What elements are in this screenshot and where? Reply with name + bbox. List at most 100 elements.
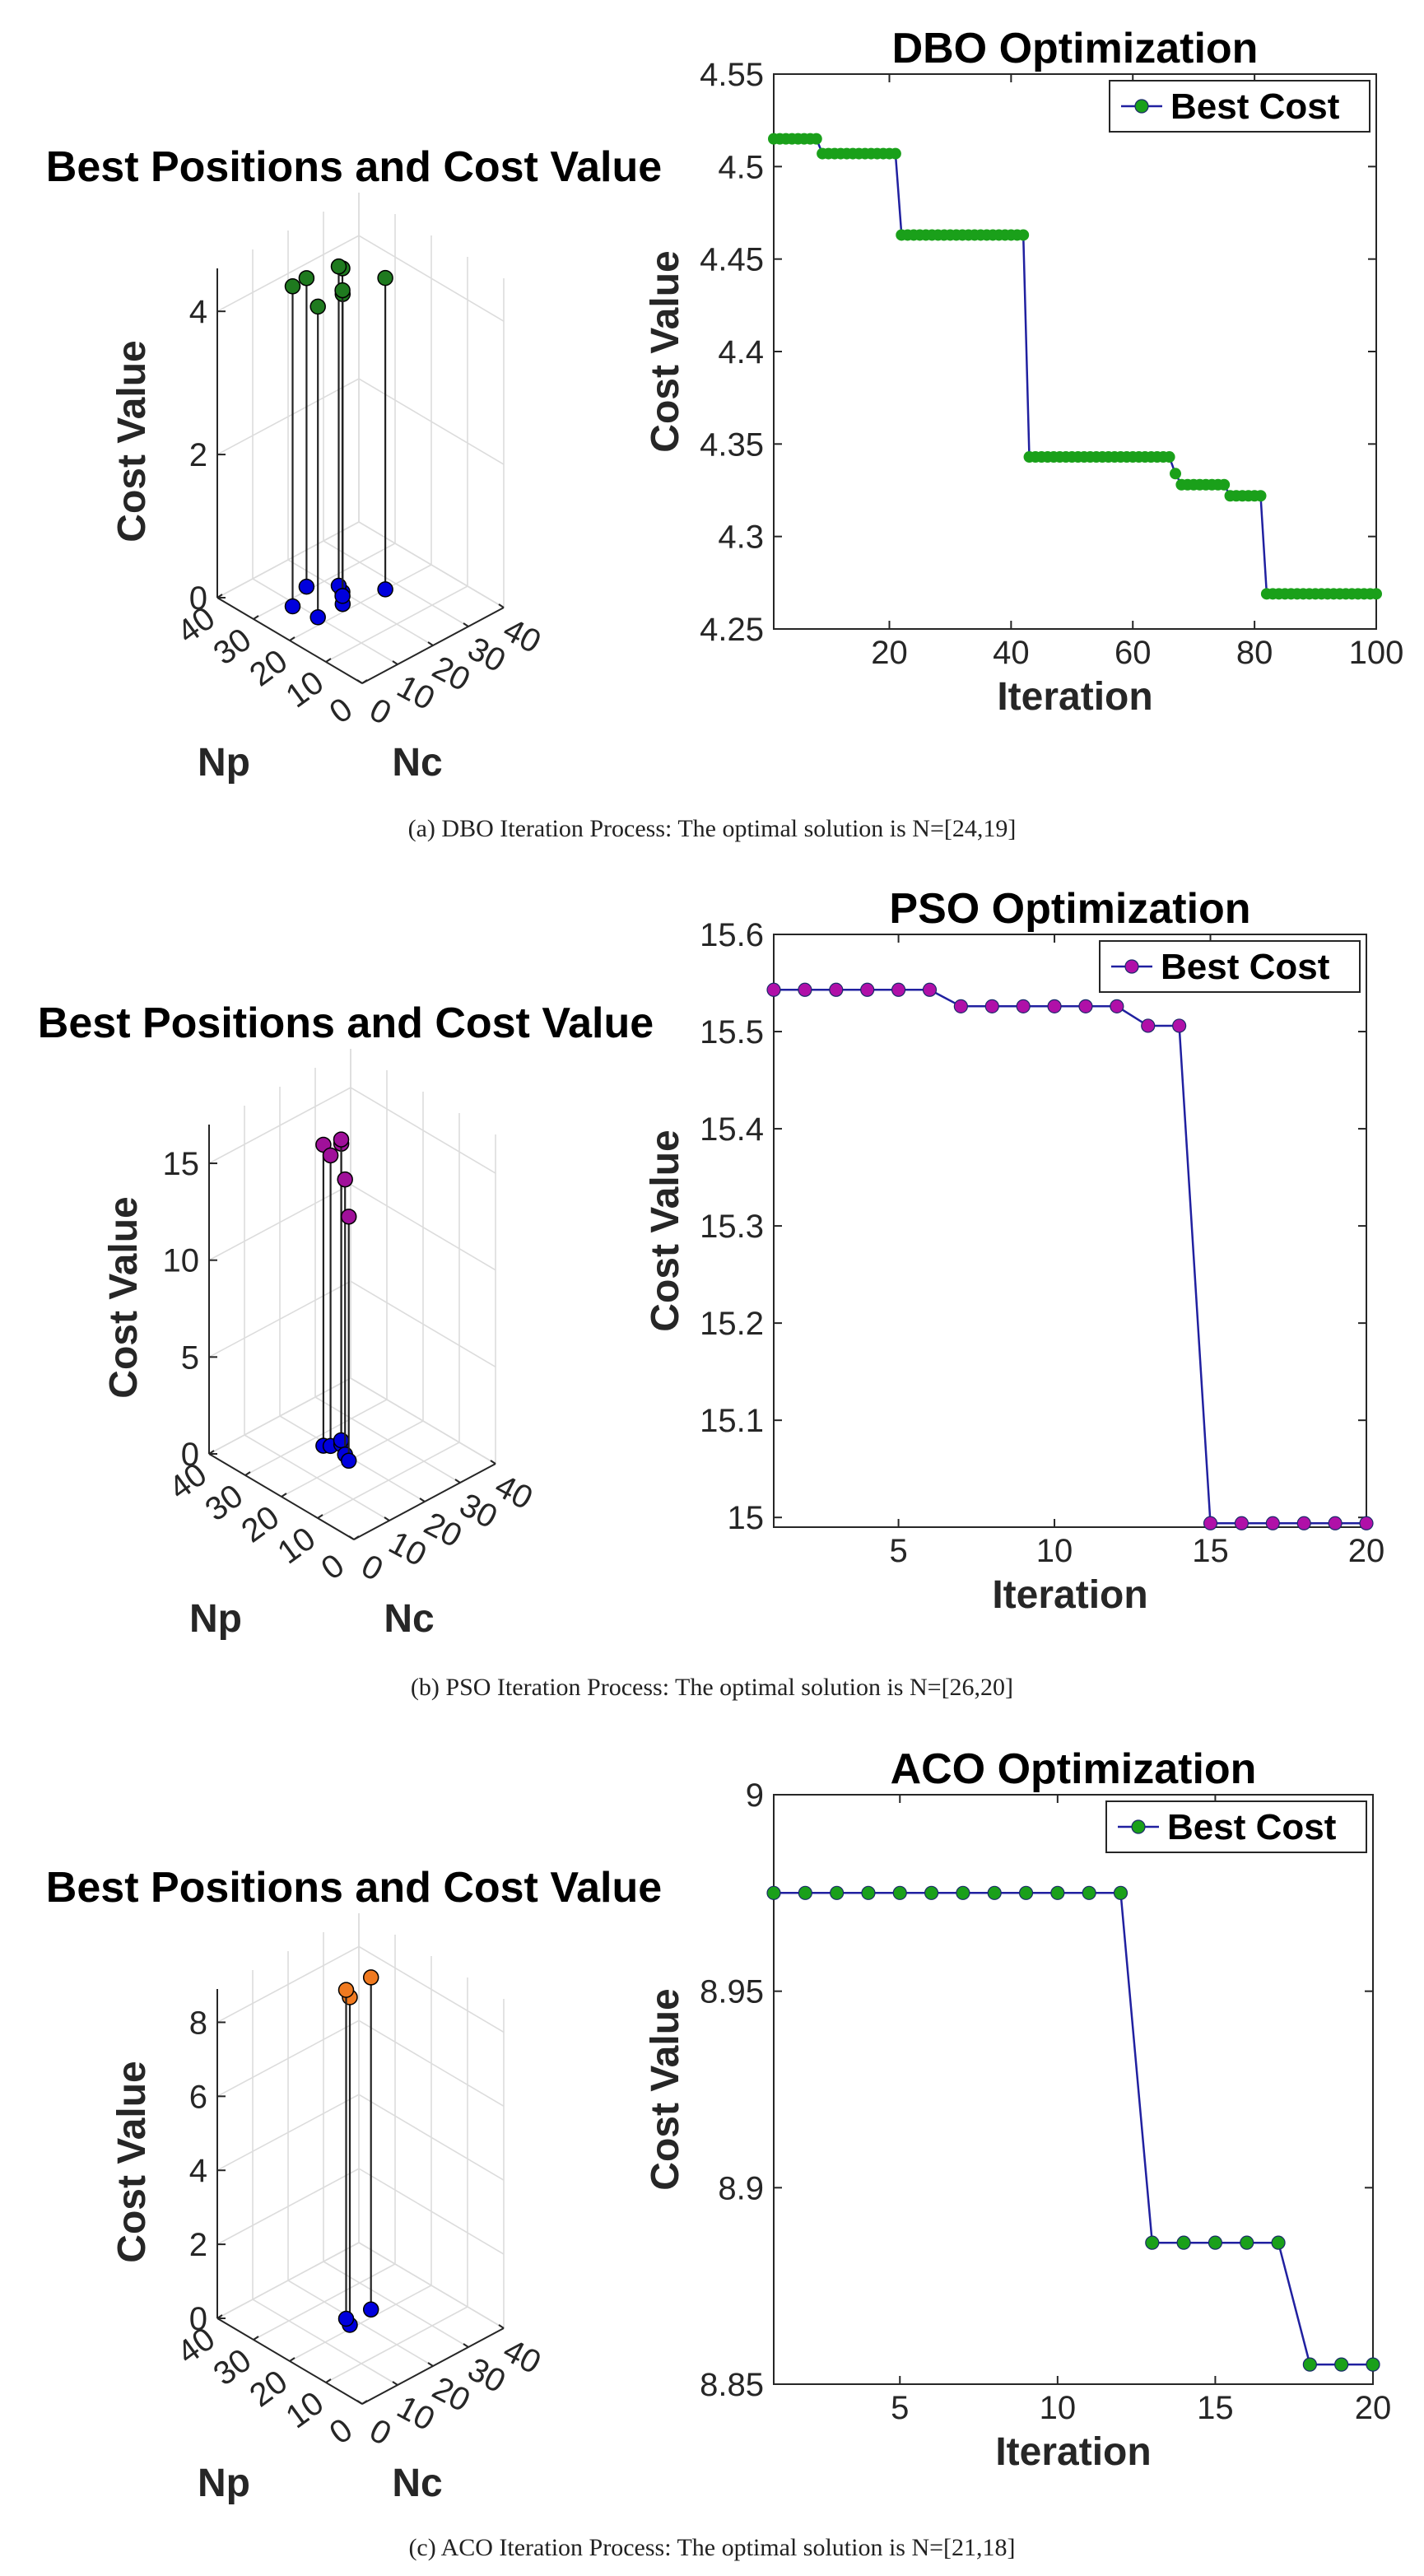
dbo-3d-nc-tick <box>392 660 398 665</box>
dbo-line-data-point <box>1218 478 1231 491</box>
pso-3d-floor-grid <box>244 1399 388 1476</box>
aco-line-data-point <box>766 1885 781 1900</box>
dbo-3d-cost-point <box>377 269 393 286</box>
aco-3d-np-tick <box>361 2400 368 2405</box>
pso-3d-floor-grid <box>314 1396 461 1484</box>
aco-line-data-point <box>1050 1885 1065 1900</box>
pso-line-data-point <box>1234 1516 1249 1530</box>
aco-3d-nc-tick <box>463 2343 469 2348</box>
pso-3d-wall-grid <box>208 1087 496 1174</box>
pso-3d-cost-point <box>340 1209 357 1225</box>
pso-line-title: PSO Optimization <box>889 885 1250 933</box>
dbo-3d-wall-grid <box>216 378 505 465</box>
pso-3d-z-label: Cost Value <box>102 1196 146 1398</box>
pso-3d-wall-grid <box>208 1280 496 1368</box>
pso-3d-nc-label: Nc <box>384 1597 434 1641</box>
aco-3d-np-tick <box>289 2357 296 2362</box>
pso-3d-np-tick <box>281 1493 287 1498</box>
dbo-3d-base-point <box>309 609 326 626</box>
aco-3d-nc-label: Nc <box>392 2462 442 2505</box>
dbo-line-ytick-label: 4.3 <box>718 519 764 556</box>
dbo-line-ytick-label: 4.35 <box>700 426 764 463</box>
aco-line-legend: Best Cost <box>1105 1800 1367 1853</box>
aco-line-xtick-label: 10 <box>1040 2390 1077 2426</box>
aco-line-xtick-label: 5 <box>891 2390 909 2426</box>
aco-3d-np-tick <box>253 2336 259 2341</box>
aco-line: ACO Optimization 5 10 15 20 8.85 8.9 8.95 9 Itera… <box>644 1745 1391 2474</box>
aco-line-data-point <box>924 1885 939 1900</box>
aco-line-legend-label: Best Cost <box>1167 1807 1337 1847</box>
aco-3d-title: Best Positions and Cost Value <box>46 1864 662 1912</box>
pso-line-data-point <box>798 982 812 997</box>
pso-3d-wall-grid <box>208 1183 496 1271</box>
pso-line-ytick-label: 15.6 <box>700 917 764 953</box>
pso-line-data-point <box>1141 1018 1156 1033</box>
pso-3d-base-point <box>340 1452 357 1470</box>
pso-3d-nc-tick <box>419 1498 426 1502</box>
dbo-line-data-point <box>1254 490 1267 502</box>
dbo-3d-np-tick-label: 0 <box>323 691 359 731</box>
aco-line-data-point <box>1018 1885 1034 1900</box>
pso-line-axes-box <box>773 934 1367 1528</box>
dbo-3d-floor-grid <box>253 543 396 620</box>
aco-line-data-point <box>1208 2235 1223 2250</box>
aco-3d-wall-grid <box>216 1945 505 2033</box>
dbo-3d-nc-tick <box>356 679 363 684</box>
dbo-line-ytick-label: 4.25 <box>700 612 764 648</box>
aco-line-data-point <box>1271 2235 1286 2250</box>
pso-line-legend-marker <box>1124 959 1139 974</box>
dbo-line-legend: Best Cost <box>1109 80 1370 133</box>
pso-line-ylabel: Cost Value <box>644 1130 687 1331</box>
pso-3d-wall-grid <box>208 1377 496 1465</box>
dbo-3d-nc-tick <box>498 603 505 608</box>
pso-3d-z-tick-label: 10 <box>163 1243 200 1279</box>
aco-line-data-point <box>892 1885 907 1900</box>
aco-3d-wall-grid <box>216 2019 505 2108</box>
aco-line-data-point <box>830 1885 845 1900</box>
pso-3d-np-tick-label: 0 <box>314 1547 351 1587</box>
pso-3d-nc-tick <box>490 1460 496 1465</box>
pso-3d-np-label: Np <box>189 1597 242 1641</box>
dbo-line-xlabel: Iteration <box>997 675 1152 719</box>
dbo-3d-z-label: Cost Value <box>110 340 154 542</box>
aco-3d-np-tick <box>325 2378 332 2383</box>
dbo-3d-np-tick <box>361 679 368 684</box>
pso-line-data-point <box>1172 1018 1187 1033</box>
dbo-3d-np-tick <box>289 636 296 641</box>
pso-3d-cost-point <box>337 1171 353 1188</box>
pso-line-data-point <box>1110 999 1124 1013</box>
pso-line-xtick-label: 20 <box>1348 1533 1385 1569</box>
dbo-3d-base-point <box>377 581 393 598</box>
aco-line-data-point <box>1334 2357 1349 2372</box>
dbo-3d-cost-point <box>334 282 351 299</box>
pso-line-ytick-label: 15.2 <box>700 1306 764 1342</box>
dbo-line-title: DBO Optimization <box>892 25 1259 72</box>
pso-line-data-point <box>953 999 968 1013</box>
pso-3d-z-tick-label: 0 <box>181 1437 199 1473</box>
dbo-3d-cost-point <box>298 270 315 286</box>
aco-line-data-point <box>1113 1885 1128 1900</box>
pso-line-legend-label: Best Cost <box>1161 947 1330 987</box>
dbo-line-ytick-label: 4.4 <box>718 334 764 370</box>
pso-3d-cost-point <box>322 1147 339 1164</box>
dbo-line-legend-marker <box>1134 99 1149 114</box>
pso-line-data-point <box>766 982 781 997</box>
dbo-line-data-point <box>889 147 901 160</box>
pso-line-data-point <box>984 999 999 1013</box>
caption-dbo: (a) DBO Iteration Process: The optimal s… <box>407 815 1017 842</box>
caption-aco: (c) ACO Iteration Process: The optimal s… <box>408 2534 1016 2561</box>
aco-line-xtick-label: 15 <box>1197 2390 1234 2426</box>
aco-3d-nc-tick <box>392 2381 398 2386</box>
pso-line-ytick-label: 15.5 <box>700 1014 764 1050</box>
pso-line-data-point <box>860 982 875 997</box>
pso-line-ytick-label: 15.3 <box>700 1209 764 1245</box>
pso-line-legend: Best Cost <box>1099 940 1361 993</box>
dbo-3d-z-tick-label: 0 <box>189 580 207 617</box>
pso-line-data-point <box>1016 999 1031 1013</box>
dbo-line-ytick-label: 4.5 <box>718 149 764 185</box>
pso-3d-nc-tick <box>384 1516 390 1521</box>
aco-line-data-point <box>1302 2357 1317 2372</box>
aco-3d-z-tick-label: 8 <box>189 2005 207 2041</box>
pso-line-data-point <box>1296 1516 1311 1530</box>
